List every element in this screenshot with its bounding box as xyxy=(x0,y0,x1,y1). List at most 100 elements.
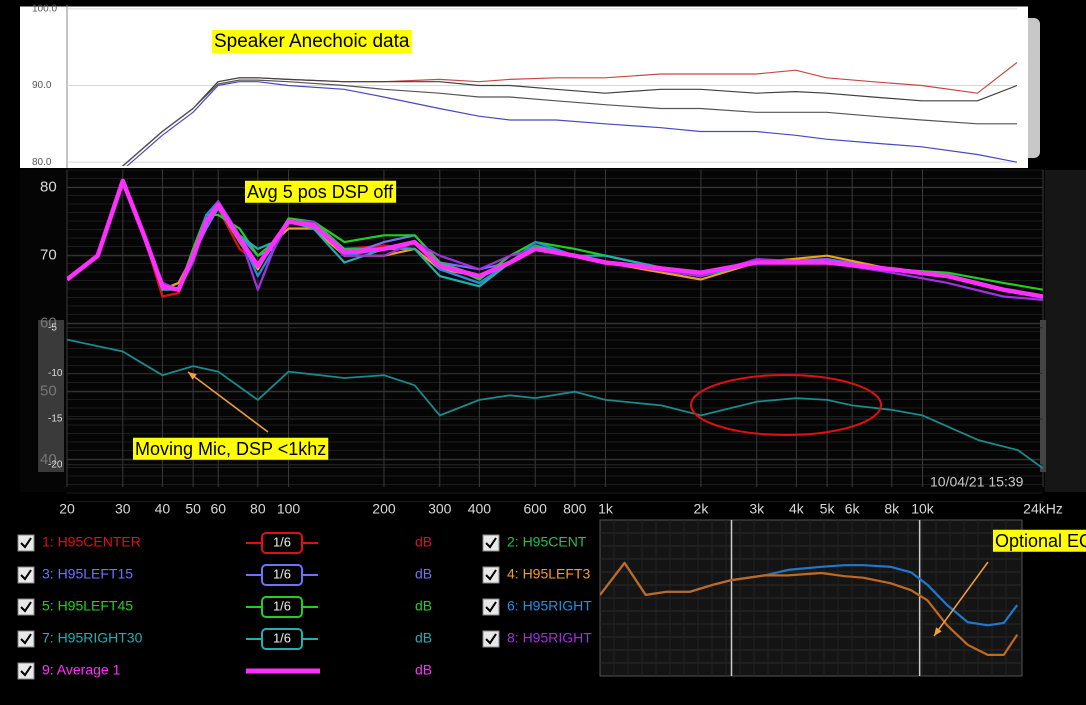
series-line xyxy=(121,79,1017,166)
y-tick-label: 40 xyxy=(40,451,57,468)
y-tick-label: 50 xyxy=(40,383,57,400)
legend-checkbox[interactable] xyxy=(482,534,500,552)
x-tick-label: 300 xyxy=(428,501,452,517)
legend-label: 4: H95LEFT3 xyxy=(507,566,590,582)
legend-swatch-box xyxy=(261,532,303,554)
legend-smoothing: 1/6 xyxy=(273,534,291,549)
legend-swatch-box xyxy=(261,596,303,618)
annotation-arrow xyxy=(933,561,989,637)
x-tick-label: 50 xyxy=(185,501,201,517)
annotation: Optional EQ xyxy=(993,529,1086,552)
x-tick-label: 24kHz xyxy=(1023,501,1063,517)
legend-checkbox[interactable] xyxy=(17,662,35,680)
legend-label: 2: H95CENT xyxy=(507,534,587,550)
legend-check xyxy=(20,665,32,677)
highlight-ellipse xyxy=(690,374,882,436)
y2-tick-label: -10 xyxy=(48,368,63,379)
timestamp: 10/04/21 15:39 xyxy=(930,474,1024,490)
series-line xyxy=(67,338,1043,470)
annotation-background xyxy=(212,30,412,54)
x-tick-label: 800 xyxy=(563,501,587,517)
legend-swatch-box xyxy=(261,564,303,586)
annotation-text: Speaker Anechoic data xyxy=(214,31,410,52)
legend-check xyxy=(20,537,32,549)
legend-swatch-box xyxy=(261,628,303,650)
legend-label: 5: H95LEFT45 xyxy=(42,598,133,614)
annotation-arrow xyxy=(187,371,269,433)
legend-smoothing: 1/6 xyxy=(273,630,291,645)
legend-unit: dB xyxy=(415,598,432,614)
legend-unit: dB xyxy=(415,630,432,646)
main-plot xyxy=(67,178,1043,301)
legend-label: 7: H95RIGHT30 xyxy=(42,630,143,646)
x-tick-label: 200 xyxy=(372,501,396,517)
legend-check xyxy=(485,537,497,549)
x-tick-label: 20 xyxy=(59,501,75,517)
legend-label: 1: H95CENTER xyxy=(42,534,141,550)
legend-smoothing: 1/6 xyxy=(273,598,291,613)
legend-checkbox[interactable] xyxy=(482,566,500,584)
x-tick-label: 60 xyxy=(210,501,226,517)
annotation: Moving Mic, DSP <1khz xyxy=(133,437,329,460)
y-tick-label: 90.0 xyxy=(32,80,52,91)
x-tick-label: 4k xyxy=(789,501,805,517)
legend-check xyxy=(20,569,32,581)
x-tick-label: 80 xyxy=(250,501,266,517)
annotation-arrowhead xyxy=(188,372,197,380)
legend-checkbox[interactable] xyxy=(17,630,35,648)
legend-check xyxy=(20,601,32,613)
legend-unit: dB xyxy=(415,534,432,550)
legend-unit: dB xyxy=(415,566,432,582)
legend-unit: dB xyxy=(415,662,432,678)
x-tick-label: 400 xyxy=(468,501,492,517)
annotation: Speaker Anechoic data xyxy=(212,30,412,54)
x-tick-label: 3k xyxy=(749,501,765,517)
y-tick-label: 70 xyxy=(40,247,57,264)
annotation-background xyxy=(133,437,329,460)
y-tick-label: 80 xyxy=(40,179,57,196)
legend-check xyxy=(485,569,497,581)
anechoic-plot xyxy=(121,62,1017,166)
x-tick-label: 100 xyxy=(277,501,301,517)
diff-plot xyxy=(67,338,1043,470)
legend-checkbox[interactable] xyxy=(17,566,35,584)
eq-plot xyxy=(600,561,1019,656)
x-tick-label: 30 xyxy=(115,501,131,517)
series-line xyxy=(126,81,1017,166)
series-line xyxy=(67,178,1043,299)
y2-tick-label: -20 xyxy=(48,459,63,470)
annotation: Avg 5 pos DSP off xyxy=(245,180,397,203)
x-tick-label: 40 xyxy=(155,501,171,517)
annotation-text: Avg 5 pos DSP off xyxy=(247,182,394,202)
x-tick-label: 600 xyxy=(524,501,548,517)
y2-scroll xyxy=(1040,320,1046,472)
y-tick-label: 80.0 xyxy=(32,157,52,168)
annotation-text: Moving Mic, DSP <1khz xyxy=(135,439,326,459)
series-line xyxy=(121,77,1017,166)
legend-checkbox[interactable] xyxy=(482,598,500,616)
annotation-text: Optional EQ xyxy=(995,531,1086,551)
x-tick-label: 10k xyxy=(911,501,935,517)
legend-label: 9: Average 1 xyxy=(42,662,121,678)
legend-check xyxy=(485,601,497,613)
x-tick-label: 8k xyxy=(884,501,900,517)
legend-checkbox[interactable] xyxy=(482,630,500,648)
scrollbar xyxy=(1045,170,1086,492)
legend-check xyxy=(20,633,32,645)
legend-label: 3: H95LEFT15 xyxy=(42,566,133,582)
y2-tick-label: -5 xyxy=(48,322,57,333)
x-tick-label: 6k xyxy=(845,501,861,517)
y-tick-label: 100.0 xyxy=(32,3,57,14)
x-tick-label: 5k xyxy=(820,501,836,517)
y2-tick-label: -15 xyxy=(48,414,63,425)
series-line xyxy=(600,561,1019,656)
annotation-background xyxy=(993,529,1086,552)
legend-smoothing: 1/6 xyxy=(273,566,291,581)
legend-checkbox[interactable] xyxy=(17,534,35,552)
legend-checkbox[interactable] xyxy=(17,598,35,616)
legend-label: 6: H95RIGHT xyxy=(507,598,592,614)
x-tick-label: 2k xyxy=(694,501,710,517)
y-tick-label: 60 xyxy=(40,315,57,332)
